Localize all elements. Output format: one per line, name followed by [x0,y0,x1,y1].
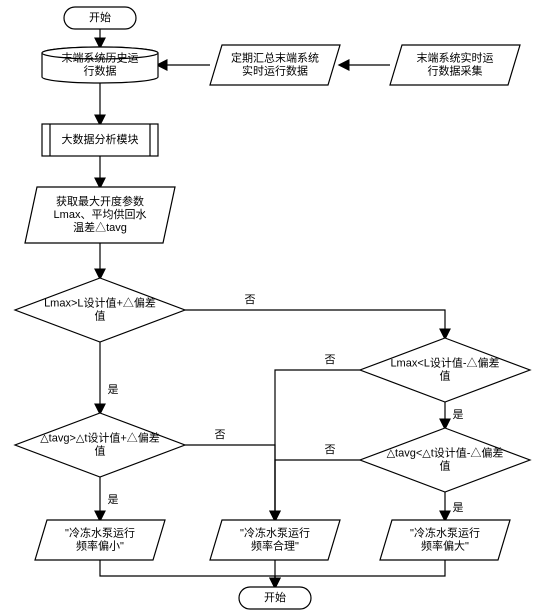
edge-label: 是 [453,501,464,514]
flowchart: 是否是否是否是否开始末端系统历史运行数据定期汇总末端系统实时运行数据末端系统实时… [0,0,543,614]
svg-text:大数据分析模块: 大数据分析模块 [62,132,139,146]
edge-d1-d2 [185,310,445,338]
edge-out_small-end [100,560,275,587]
edge-d2-out_ok [275,370,360,520]
svg-text:开始: 开始 [264,590,286,604]
svg-text:末端系统实时运行数据采集: 末端系统实时运行数据采集 [417,50,494,77]
edge-label: 是 [453,408,464,421]
edge-d3-out_ok [185,445,275,520]
edge-out_big-end [275,560,445,587]
edge-label: 是 [108,383,119,396]
edge-label: 是 [108,493,119,506]
edge-label: 否 [325,444,336,456]
edge-label: 否 [215,429,226,441]
svg-text:开始: 开始 [89,10,111,24]
edge-label: 否 [325,354,336,366]
edge-d4-out_ok [275,460,360,520]
edge-label: 否 [245,294,256,306]
svg-text:定期汇总末端系统实时运行数据: 定期汇总末端系统实时运行数据 [231,50,319,77]
